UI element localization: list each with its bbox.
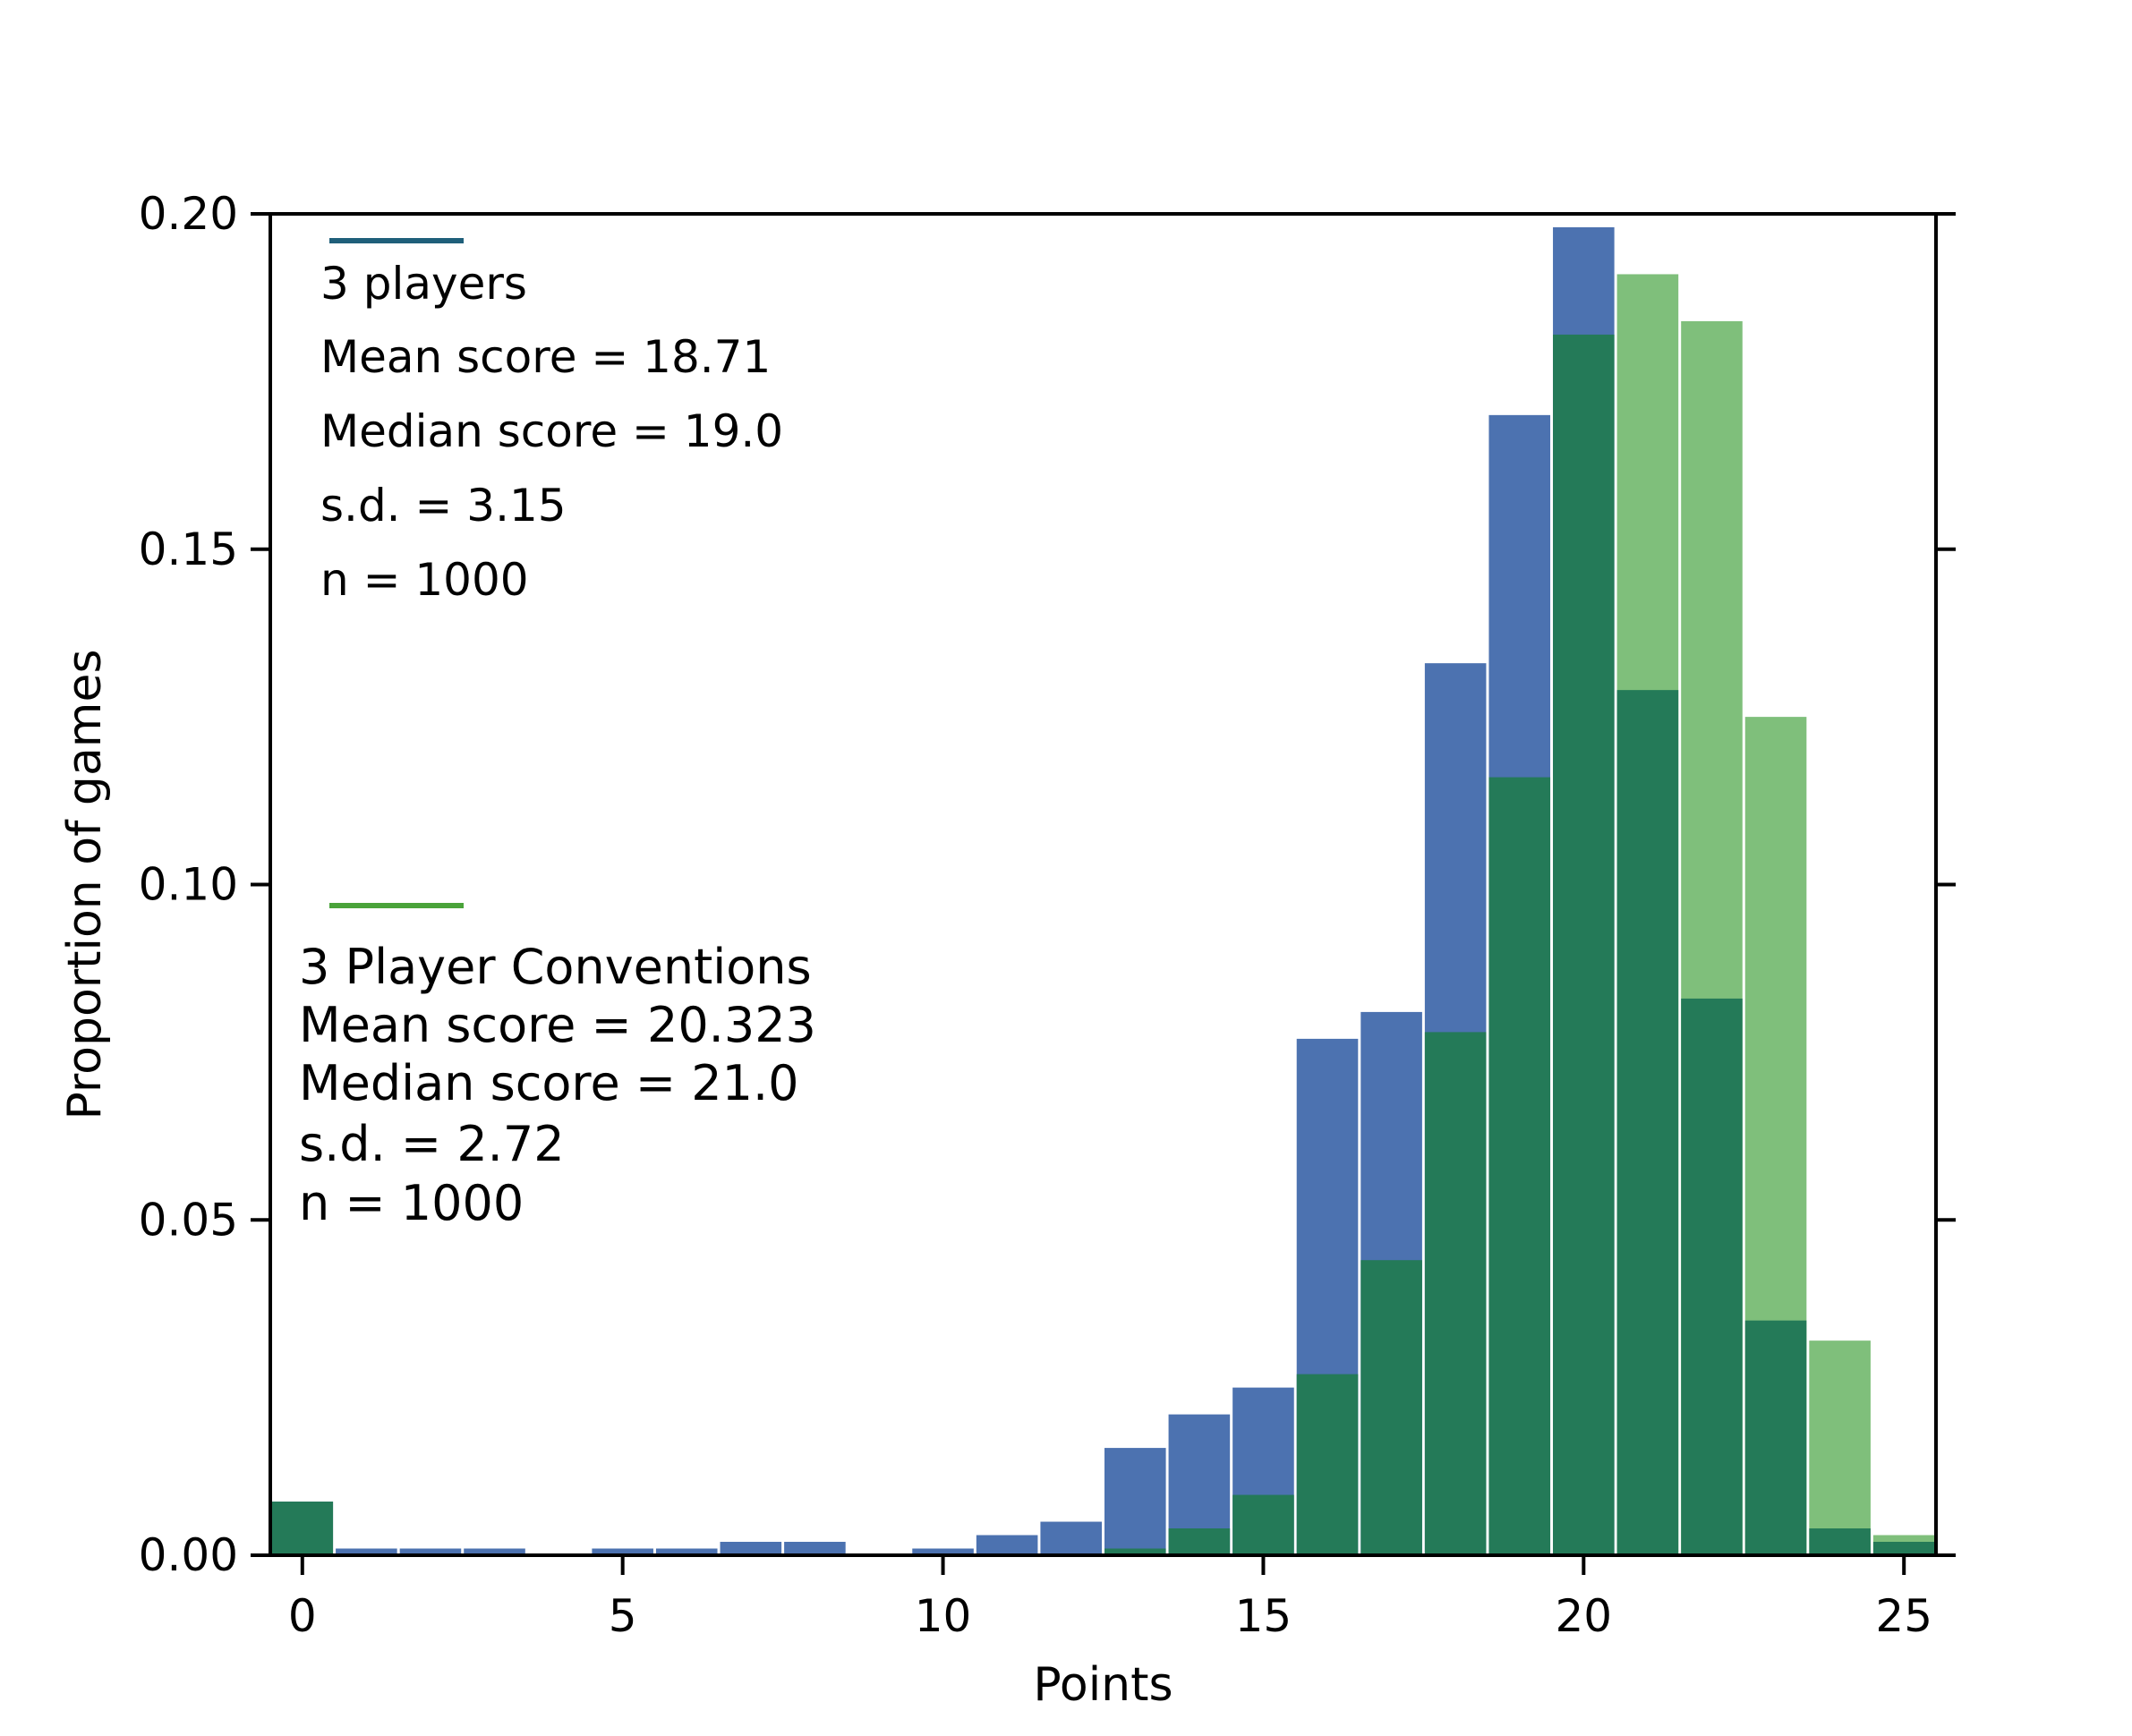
y-tick-label: 0.15 <box>139 523 238 575</box>
bar-overlap-16 <box>1296 1374 1359 1555</box>
bar-overlap-13 <box>1104 1548 1166 1555</box>
bar-overlap-20 <box>1553 334 1615 1555</box>
legend-text-three_player_conventions: Mean score = 20.323 <box>299 997 816 1053</box>
y-tick-label: 0.05 <box>139 1194 238 1246</box>
legend-text-three_player_conventions: 3 Player Conventions <box>299 939 812 995</box>
legend-text-three_players: Median score = 19.0 <box>320 405 783 457</box>
bar-three_players-8 <box>784 1542 846 1555</box>
legend-text-three_player_conventions: Median score = 21.0 <box>299 1055 798 1111</box>
ticks-layer: 0.00 0.05 0.10 0.15 0.20 0 5 10 15 20 25 <box>139 188 1956 1642</box>
x-tick-label: 10 <box>915 1590 972 1642</box>
y-tick-label: 0.00 <box>139 1529 238 1581</box>
legend-text-three_players: Mean score = 18.71 <box>320 331 771 383</box>
bar-three_players-12 <box>1040 1521 1102 1555</box>
bar-overlap-14 <box>1168 1528 1231 1555</box>
bar-overlap-24 <box>1809 1528 1871 1555</box>
bar-three_players-7 <box>720 1542 782 1555</box>
bar-overlap-21 <box>1616 690 1679 1555</box>
y-tick-label: 0.10 <box>139 859 238 911</box>
bar-three_players-6 <box>655 1548 718 1555</box>
x-tick-label: 5 <box>609 1590 637 1642</box>
legend-text-three_players: n = 1000 <box>320 554 529 606</box>
legend-text-three_players: 3 players <box>320 258 527 310</box>
bar-overlap-17 <box>1360 1260 1422 1555</box>
x-axis-label: Points <box>1033 1658 1173 1712</box>
legend-text-three_player_conventions: n = 1000 <box>299 1175 524 1231</box>
bar-overlap-0 <box>271 1502 334 1555</box>
legend-annotations: 3 players Mean score = 18.71 Median score … <box>299 238 816 1231</box>
bar-overlap-18 <box>1424 1032 1487 1555</box>
legend-text-three_player_conventions: s.d. = 2.72 <box>299 1116 565 1172</box>
x-tick-label: 15 <box>1235 1590 1292 1642</box>
bar-overlap-23 <box>1744 1320 1807 1555</box>
bar-three_players-10 <box>912 1548 974 1555</box>
bar-three_players-3 <box>464 1548 525 1555</box>
bar-three_players-1 <box>336 1548 397 1555</box>
x-tick-label: 0 <box>288 1590 317 1642</box>
bar-three_players-11 <box>976 1535 1038 1555</box>
bar-overlap-25 <box>1872 1542 1935 1555</box>
y-tick-label: 0.20 <box>139 188 238 240</box>
bar-three_players-2 <box>399 1548 462 1555</box>
x-tick-label: 20 <box>1556 1590 1613 1642</box>
bar-three_player_conventions-24 <box>1809 1340 1871 1555</box>
bar-overlap-19 <box>1488 777 1551 1555</box>
bar-overlap-22 <box>1681 998 1743 1555</box>
x-tick-label: 25 <box>1875 1590 1932 1642</box>
bars-layer <box>271 226 1935 1556</box>
legend-text-three_players: s.d. = 3.15 <box>320 480 567 532</box>
bar-three_players-5 <box>592 1548 653 1555</box>
bar-overlap-15 <box>1232 1494 1294 1555</box>
y-axis-label: Proportion of games <box>58 649 112 1119</box>
bar-three_players-13 <box>1104 1448 1166 1555</box>
